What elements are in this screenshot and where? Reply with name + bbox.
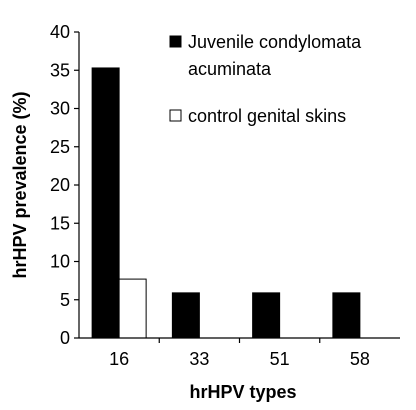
y-tick-label-5: 5 bbox=[60, 290, 70, 310]
x-axis-label: hrHPV types bbox=[189, 382, 296, 402]
bar-juvenile-16 bbox=[91, 67, 120, 339]
y-axis-ticks: 0 5 10 15 20 25 30 35 40 bbox=[50, 22, 79, 348]
bar-juvenile-33 bbox=[171, 292, 200, 339]
y-tick-label-30: 30 bbox=[50, 99, 70, 119]
bar-juvenile-58 bbox=[332, 292, 361, 339]
y-tick-label-25: 25 bbox=[50, 137, 70, 157]
x-tick-label-58: 58 bbox=[350, 349, 370, 369]
legend-label-juvenile-line1: Juvenile condylomata bbox=[188, 32, 362, 52]
y-tick-label-10: 10 bbox=[50, 252, 70, 272]
legend-label-juvenile-line2: acuminata bbox=[188, 59, 272, 79]
bar-juvenile-51 bbox=[252, 292, 281, 339]
x-tick-label-33: 33 bbox=[189, 349, 209, 369]
x-tick-label-51: 51 bbox=[270, 349, 290, 369]
y-tick-label-40: 40 bbox=[50, 22, 70, 42]
y-tick-label-20: 20 bbox=[50, 175, 70, 195]
y-tick-label-0: 0 bbox=[60, 328, 70, 348]
bars bbox=[91, 67, 361, 339]
x-tick-label-16: 16 bbox=[109, 349, 129, 369]
x-axis-ticks: 16 33 51 58 bbox=[109, 338, 370, 369]
legend-label-control: control genital skins bbox=[188, 106, 346, 126]
y-tick-label-35: 35 bbox=[50, 60, 70, 80]
legend: Juvenile condylomata acuminata control g… bbox=[169, 32, 362, 126]
legend-swatch-control bbox=[169, 109, 182, 122]
y-tick-label-15: 15 bbox=[50, 213, 70, 233]
bar-control-16 bbox=[118, 278, 147, 339]
y-axis-label: hrHPV prevalence (%) bbox=[10, 91, 30, 278]
legend-swatch-juvenile bbox=[169, 35, 182, 48]
